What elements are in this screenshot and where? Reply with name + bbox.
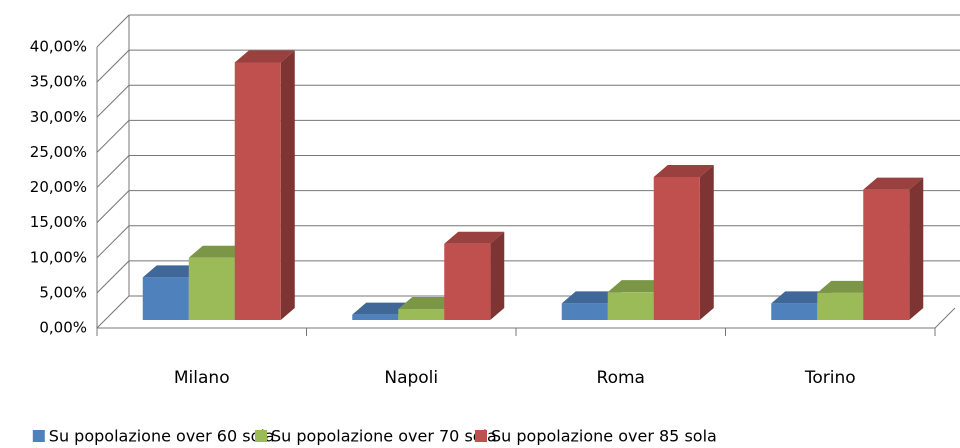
legend-swatch [32,430,45,442]
legend-swatch [255,430,267,442]
bar [444,243,491,320]
y-tick-label: 35,00% [30,73,87,91]
x-tick-label: Milano [174,368,230,388]
bar [653,176,700,320]
bar-top [561,291,622,304]
bar [352,314,399,320]
bar-top [607,280,668,293]
bar-top [444,231,505,244]
bar [771,303,818,320]
bar-top [653,164,714,177]
y-tick-label: 30,00% [30,108,87,126]
grid-line [96,225,130,259]
bar [188,257,235,320]
legend-label: Su popolazione over 60 sola [49,427,275,446]
grid-line [96,84,130,118]
bar-top [352,302,413,315]
grid-line [96,295,130,329]
y-tick-label: 20,00% [30,178,87,196]
grid-line [96,120,130,153]
y-tick-label: 40,00% [30,38,87,56]
floor-edge [934,307,956,329]
grid-line [96,155,130,188]
grid-line [96,14,130,48]
legend-swatch [475,430,487,442]
bar-top [398,297,459,310]
y-tick-label: 0,00% [39,319,87,337]
bar [561,303,608,320]
bar-side [280,50,295,320]
y-tick-label: 25,00% [30,143,87,161]
bar [398,309,445,320]
x-tick-label: Torino [804,368,856,388]
bar-side [699,164,714,320]
bar [234,62,281,320]
bar-top [234,50,295,63]
bar-top [188,245,249,258]
bar-side [909,177,924,320]
grid-line [96,190,130,223]
legend-label: Su popolazione over 70 sola [271,427,497,446]
bar-top [771,291,832,304]
grid-line [96,49,130,83]
y-tick-label: 10,00% [30,248,87,266]
bar-side [490,231,505,320]
grid-line [96,260,130,294]
bar [817,292,864,320]
bar-top [142,265,203,278]
legend-label: Su popolazione over 85 sola [491,427,717,446]
y-tick-label: 5,00% [39,283,87,301]
bar [142,277,189,320]
x-tick-label: Napoli [384,368,438,388]
bar [607,292,654,320]
x-tick-label: Roma [597,368,645,388]
y-tick-label: 15,00% [30,213,87,231]
bar-top [863,177,924,190]
bar [863,189,910,320]
bar-top [817,280,878,293]
